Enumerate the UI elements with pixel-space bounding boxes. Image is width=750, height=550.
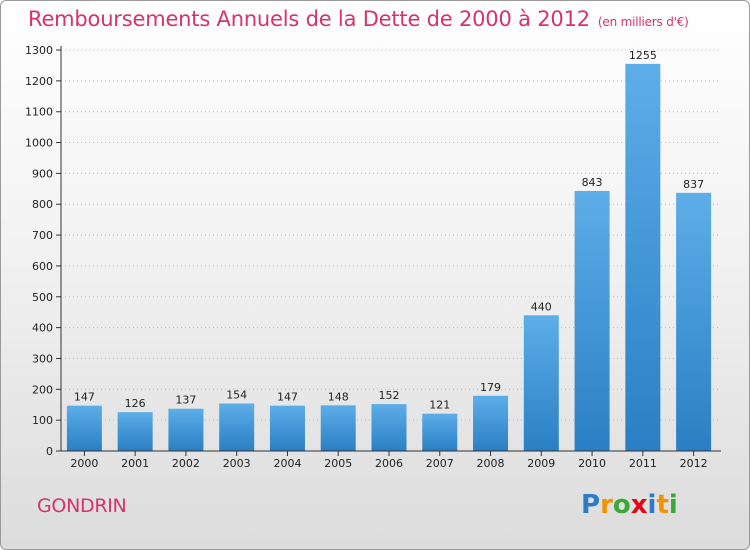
bar-layer: 147 126 137 154 147 148 152 121 179 440 843 1255 837 xyxy=(66,49,712,451)
bar xyxy=(676,192,712,451)
x-tick-label: 2004 xyxy=(273,457,301,470)
logo-letter: i xyxy=(668,490,678,520)
y-tick-label: 900 xyxy=(32,167,53,180)
y-tick-label: 1300 xyxy=(25,44,53,57)
bar-value-label: 137 xyxy=(175,394,196,407)
bar-value-label: 147 xyxy=(277,391,298,404)
chart-unit: (en milliers d'€) xyxy=(597,15,689,29)
x-tick-label: 2010 xyxy=(578,457,606,470)
y-tick-label: 600 xyxy=(32,260,53,273)
bar xyxy=(473,395,509,451)
logo-letter: r xyxy=(600,490,613,520)
y-tick-label: 200 xyxy=(32,383,53,396)
y-tick-label: 700 xyxy=(32,229,53,242)
bar xyxy=(66,405,102,451)
x-tick-label: 2009 xyxy=(527,457,555,470)
bar-value-label: 154 xyxy=(226,388,247,401)
x-tick-label: 2012 xyxy=(680,457,708,470)
bar xyxy=(117,412,153,451)
x-tick-label: 2011 xyxy=(629,457,657,470)
bar-value-label: 440 xyxy=(531,300,552,313)
chart-title: Remboursements Annuels de la Dette de 20… xyxy=(28,7,689,31)
bar-value-label: 121 xyxy=(429,399,450,412)
x-tick-label: 2006 xyxy=(375,457,403,470)
x-tick-label: 2008 xyxy=(477,457,505,470)
proxiti-logo: Proxiti xyxy=(581,490,678,520)
bar xyxy=(574,190,610,451)
chart-title-text: Remboursements Annuels de la Dette de 20… xyxy=(28,7,590,31)
bar xyxy=(625,63,661,451)
logo-letter: i xyxy=(647,490,657,520)
y-tick-label: 1100 xyxy=(25,106,53,119)
bar xyxy=(523,315,559,451)
bar-value-label: 1255 xyxy=(629,49,657,62)
bar-value-label: 126 xyxy=(125,397,146,410)
bar-value-label: 152 xyxy=(379,389,400,402)
bar-value-label: 843 xyxy=(582,176,603,189)
bar xyxy=(269,405,305,451)
axis-layer: 0 100 200 300 400 500 600 700 800 900 1000 1100 1200… xyxy=(25,44,721,470)
y-tick-label: 1200 xyxy=(25,75,53,88)
y-tick-label: 100 xyxy=(32,414,53,427)
y-tick-label: 0 xyxy=(46,445,53,458)
x-tick-label: 2001 xyxy=(121,457,149,470)
x-tick-label: 2000 xyxy=(70,457,98,470)
commune-name: GONDRIN xyxy=(37,495,127,517)
y-tick-label: 800 xyxy=(32,198,53,211)
x-tick-label: 2002 xyxy=(172,457,200,470)
logo-letter: x xyxy=(630,490,648,520)
x-tick-label: 2005 xyxy=(324,457,352,470)
y-tick-label: 400 xyxy=(32,322,53,335)
bar xyxy=(422,413,458,451)
bar-value-label: 179 xyxy=(480,381,501,394)
bar xyxy=(371,404,407,451)
bar xyxy=(320,405,356,451)
logo-letter: o xyxy=(612,490,631,520)
bar-value-label: 148 xyxy=(328,390,349,403)
bar xyxy=(168,408,204,451)
logo-letter: t xyxy=(656,490,669,520)
grid-layer xyxy=(61,49,721,421)
y-tick-label: 500 xyxy=(32,291,53,304)
logo-letter: P xyxy=(581,490,601,520)
bar-value-label: 837 xyxy=(683,178,704,191)
bar xyxy=(219,403,255,451)
x-tick-label: 2003 xyxy=(223,457,251,470)
bar-value-label: 147 xyxy=(74,391,95,404)
y-tick-label: 300 xyxy=(32,352,53,365)
y-tick-label: 1000 xyxy=(25,137,53,150)
x-tick-label: 2007 xyxy=(426,457,454,470)
